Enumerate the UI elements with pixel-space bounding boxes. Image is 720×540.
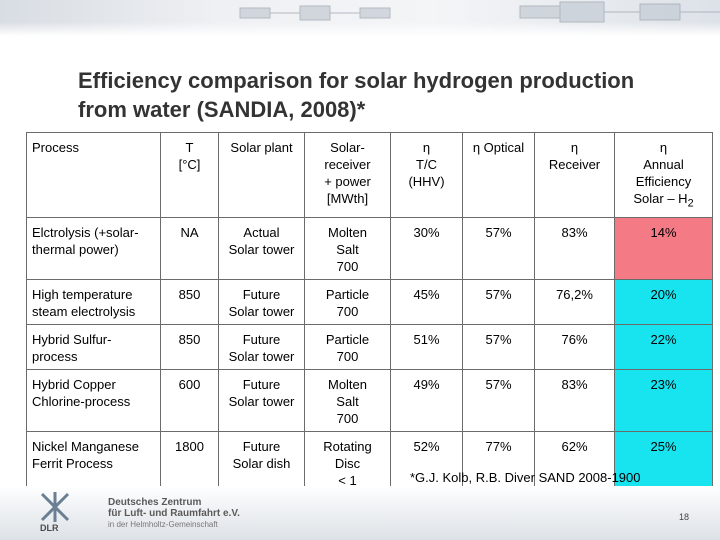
- header-temperature: T [°C]: [160, 132, 219, 218]
- cell-receiver: Molten Salt 700: [304, 368, 391, 432]
- cell-process: Elctrolysis (+solar-thermal power): [26, 216, 161, 280]
- cell-eta-annual: 20%: [614, 278, 713, 325]
- cell-eta-tc: 45%: [390, 278, 463, 325]
- table-row: High temperature steam electrolysis 850 …: [26, 278, 713, 325]
- cell-solar-plant: Future Solar tower: [218, 323, 305, 370]
- slide-title: Efficiency comparison for solar hydrogen…: [78, 66, 708, 124]
- cell-receiver: Molten Salt 700: [304, 216, 391, 280]
- dlr-logo-icon: DLR: [40, 492, 70, 532]
- cell-eta-annual: 25%: [614, 430, 713, 494]
- cell-eta-optical: 57%: [462, 368, 535, 432]
- cell-process: Nickel Manganese Ferrit Process: [26, 430, 161, 494]
- cell-eta-receiver: 83%: [534, 368, 615, 432]
- cell-solar-plant: Future Solar tower: [218, 368, 305, 432]
- cell-receiver: Particle 700: [304, 278, 391, 325]
- cell-eta-receiver: 76,2%: [534, 278, 615, 325]
- org-line: für Luft- und Raumfahrt e.V.: [108, 508, 240, 519]
- cell-eta-optical: 57%: [462, 278, 535, 325]
- org-line: Deutsches Zentrum: [108, 497, 202, 508]
- efficiency-table: Process T [°C] Solar plant Solar-receiver…: [26, 132, 713, 494]
- header-receiver: Solar-receiver + power [MWth]: [304, 132, 391, 218]
- table-row: Hybrid Sulfur-process 850 Future Solar to…: [26, 323, 713, 370]
- title-line: from water (SANDIA, 2008)*: [78, 97, 366, 122]
- cell-eta-receiver: 83%: [534, 216, 615, 280]
- cell-eta-annual: 14%: [614, 216, 713, 280]
- cell-receiver: Particle 700: [304, 323, 391, 370]
- page-number: 18: [679, 512, 690, 522]
- cell-process: Hybrid Copper Chlorine-process: [26, 368, 161, 432]
- cell-temperature: 850: [160, 323, 219, 370]
- organization-name: Deutsches Zentrum für Luft- und Raumfahr…: [108, 497, 240, 530]
- svg-text:DLR: DLR: [40, 523, 59, 532]
- cell-eta-receiver: 62%: [534, 430, 615, 494]
- footer-bar: [0, 486, 720, 540]
- cell-eta-tc: 30%: [390, 216, 463, 280]
- cell-eta-receiver: 76%: [534, 323, 615, 370]
- cell-eta-optical: 77%: [462, 430, 535, 494]
- header-banner: [0, 0, 720, 36]
- cell-eta-tc: 49%: [390, 368, 463, 432]
- table-row: Elctrolysis (+solar-thermal power) NA Ac…: [26, 216, 713, 280]
- cell-solar-plant: Actual Solar tower: [218, 216, 305, 280]
- header-solar-plant: Solar plant: [218, 132, 305, 218]
- title-line: Efficiency comparison for solar hydrogen…: [78, 68, 635, 93]
- header-eta-receiver: η Receiver: [534, 132, 615, 218]
- table-header-row: Process T [°C] Solar plant Solar-receiver…: [26, 132, 713, 218]
- cell-process: High temperature steam electrolysis: [26, 278, 161, 325]
- cell-solar-plant: Future Solar tower: [218, 278, 305, 325]
- cell-eta-annual: 22%: [614, 323, 713, 370]
- table-row: Nickel Manganese Ferrit Process 1800 Fut…: [26, 430, 713, 494]
- cell-temperature: 850: [160, 278, 219, 325]
- cell-eta-optical: 57%: [462, 216, 535, 280]
- header-eta-tc: η T/C (HHV): [390, 132, 463, 218]
- cell-temperature: 600: [160, 368, 219, 432]
- cell-eta-annual: 23%: [614, 368, 713, 432]
- header-process: Process: [26, 132, 161, 218]
- header-eta-annual: η Annual Efficiency Solar – H2: [614, 132, 713, 218]
- table-row: Hybrid Copper Chlorine-process 600 Futur…: [26, 368, 713, 432]
- cell-receiver: Rotating Disc < 1: [304, 430, 391, 494]
- cell-eta-tc: 51%: [390, 323, 463, 370]
- cell-eta-optical: 57%: [462, 323, 535, 370]
- source-footnote: *G.J. Kolb, R.B. Diver SAND 2008-1900: [410, 470, 641, 485]
- cell-process: Hybrid Sulfur-process: [26, 323, 161, 370]
- cell-solar-plant: Future Solar dish: [218, 430, 305, 494]
- org-line: in der Helmholtz-Gemeinschaft: [108, 520, 218, 529]
- cell-temperature: 1800: [160, 430, 219, 494]
- cell-temperature: NA: [160, 216, 219, 280]
- header-eta-optical: η Optical: [462, 132, 535, 218]
